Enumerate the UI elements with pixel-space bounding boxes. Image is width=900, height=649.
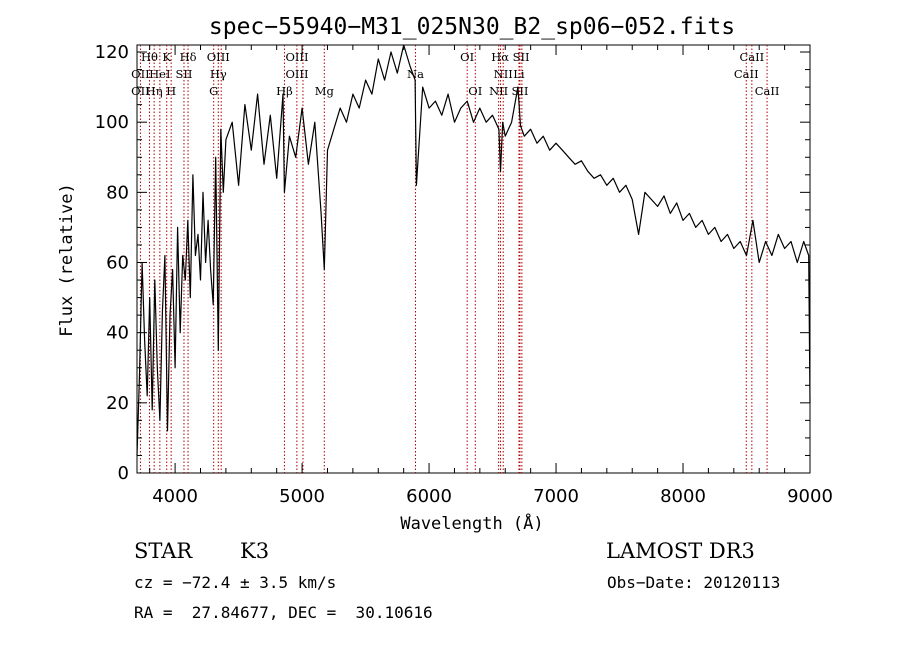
line-label-13: OIII bbox=[285, 67, 308, 81]
line-markers bbox=[139, 45, 768, 473]
line-label-10: HeI bbox=[149, 67, 170, 81]
line-label-23: Na bbox=[407, 67, 424, 81]
line-label-1: K bbox=[162, 50, 171, 64]
y-tick-label-2: 40 bbox=[106, 323, 129, 344]
line-label-16: CaII bbox=[734, 67, 759, 81]
line-label-8: CaII bbox=[739, 50, 764, 64]
line-label-6: Hα bbox=[491, 50, 509, 64]
x-tick-label-5: 9000 bbox=[787, 486, 833, 507]
line-label-22: Mg bbox=[315, 84, 335, 98]
x-tick-label-3: 7000 bbox=[533, 486, 579, 507]
y-tick-label-0: 0 bbox=[118, 463, 129, 484]
observation-date: Obs−Date: 20120113 bbox=[607, 573, 781, 592]
line-label-15: Li bbox=[513, 67, 525, 81]
object-subclass: K3 bbox=[240, 539, 270, 563]
x-tick-label-0: 4000 bbox=[152, 486, 198, 507]
chart-title: spec−55940−M31_025N30_B2_sp06−052.fits bbox=[209, 14, 735, 40]
y-tick-label-3: 60 bbox=[106, 253, 129, 274]
line-label-20: G bbox=[209, 84, 218, 98]
plot-frame bbox=[136, 44, 811, 474]
redshift-cz: cz = −72.4 ± 3.5 km/s bbox=[134, 573, 337, 592]
line-label-11: SII bbox=[175, 67, 192, 81]
y-tick-label-5: 100 bbox=[95, 112, 129, 133]
y-tick-label-1: 20 bbox=[106, 393, 129, 414]
line-label-7: SII bbox=[513, 50, 530, 64]
line-label-12: Hγ bbox=[210, 67, 227, 81]
x-tick-label-1: 5000 bbox=[279, 486, 325, 507]
y-axis: 0 20 40 60 80 100 120 bbox=[95, 42, 810, 484]
x-tick-label-4: 8000 bbox=[660, 486, 706, 507]
x-tick-label-2: 6000 bbox=[406, 486, 452, 507]
line-label-27: CaII bbox=[755, 84, 780, 98]
line-label-0: Hθ bbox=[141, 50, 158, 64]
object-class: STAR bbox=[134, 539, 193, 563]
line-label-17: OII bbox=[131, 84, 150, 98]
ra-dec-coordinates: RA = 27.84677, DEC = 30.10616 bbox=[134, 603, 433, 622]
y-tick-label-4: 80 bbox=[106, 182, 129, 203]
survey-name: LAMOST DR3 bbox=[606, 539, 755, 563]
x-axis-label: Wavelength (Å) bbox=[400, 512, 543, 534]
line-label-2: Hδ bbox=[180, 50, 197, 64]
line-label-26: SII bbox=[511, 84, 528, 98]
line-label-19: H bbox=[166, 84, 176, 98]
spectrum-chart: spec−55940−M31_025N30_B2_sp06−052.fits H… bbox=[57, 14, 833, 534]
line-label-25: NII bbox=[489, 84, 508, 98]
line-label-18: Hη bbox=[146, 84, 163, 98]
line-label-5: OI bbox=[460, 50, 474, 64]
line-label-21: Hβ bbox=[276, 84, 293, 98]
line-label-4: OIII bbox=[285, 50, 308, 64]
y-axis-label: Flux (relative) bbox=[57, 183, 77, 337]
line-label-24: OI bbox=[468, 84, 482, 98]
spectrum-series-line bbox=[136, 44, 811, 456]
y-tick-label-6: 120 bbox=[95, 42, 129, 63]
line-label-9: OII bbox=[131, 67, 150, 81]
line-label-14: NII bbox=[494, 67, 513, 81]
x-axis: 4000 5000 6000 7000 8000 9000 bbox=[149, 45, 833, 507]
line-label-3: OIII bbox=[207, 50, 230, 64]
